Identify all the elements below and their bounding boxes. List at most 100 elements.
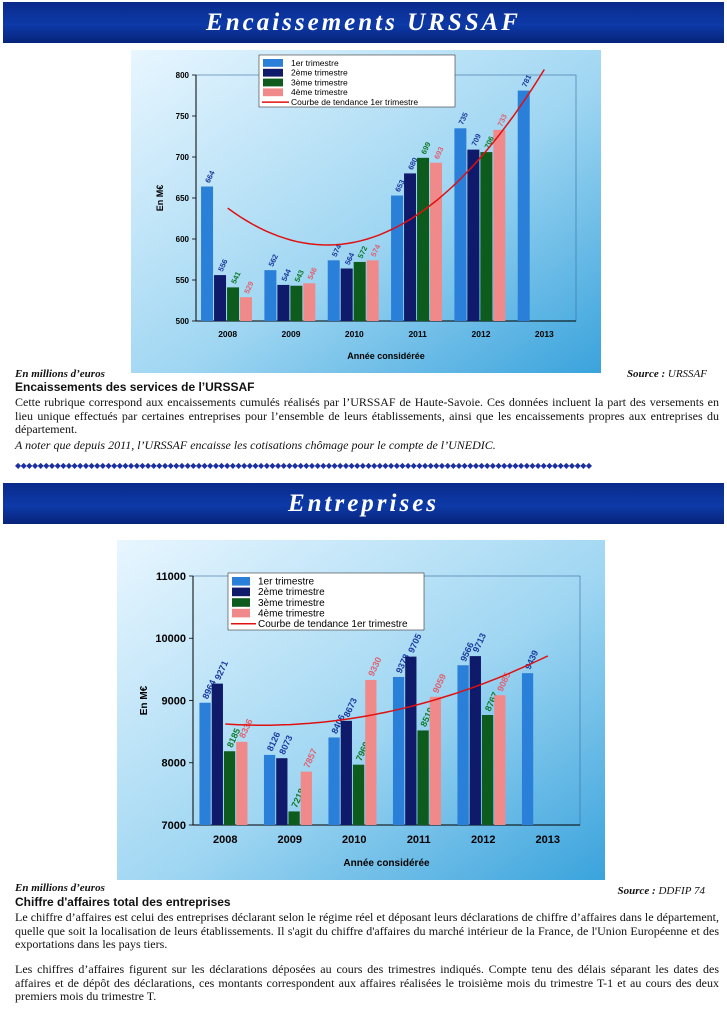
source-ca: Source : DDFIP 74 — [618, 885, 706, 897]
bar-1ertrimestre — [327, 260, 340, 321]
legend-label: 3ème trimestre — [291, 77, 348, 87]
bar-2metrimestre — [340, 720, 352, 825]
bar-2metrimestre — [276, 758, 288, 825]
legend-label: 1er trimestre — [258, 577, 315, 588]
bar-1ertrimestre — [454, 128, 467, 321]
legend-swatch — [232, 577, 250, 586]
bar-1ertrimestre — [392, 676, 405, 825]
y-tick-label: 500 — [176, 317, 190, 326]
paragraph-ca-1: Le chiffre d’affaires est celui des entr… — [15, 910, 719, 952]
bar-4metrimestre — [494, 695, 506, 825]
x-axis-label: Année considérée — [347, 351, 425, 361]
section-banner-entreprises: Entreprises — [3, 483, 724, 524]
unit-note-text: En millions d’euros — [15, 882, 105, 894]
bar-4metrimestre — [300, 771, 312, 825]
x-tick-label: 2011 — [408, 329, 427, 339]
source-label: Source : — [626, 368, 666, 380]
bar-1ertrimestre — [201, 186, 214, 321]
bar-2metrimestre — [340, 268, 353, 321]
legend-label: 3ème trimestre — [258, 598, 325, 609]
trend-line — [227, 69, 545, 246]
unit-note-urssaf: En millions d’euros — [15, 367, 719, 382]
x-tick-label: 2008 — [213, 834, 237, 846]
ca-chart: 7000 8000 9000 10000 11000 En M€ 8964 9271 8185 8… — [117, 540, 605, 880]
bar-3metrimestre — [417, 730, 429, 825]
bar-2metrimestre — [211, 683, 223, 825]
bar-1ertrimestre — [517, 90, 530, 321]
separator-diamonds: ◆◆◆◆◆◆◆◆◆◆◆◆◆◆◆◆◆◆◆◆◆◆◆◆◆◆◆◆◆◆◆◆◆◆◆◆◆◆◆◆… — [15, 461, 592, 470]
note-urssaf: A noter que depuis 2011, l’URSSAF encais… — [15, 438, 496, 452]
x-tick-label: 2009 — [282, 329, 301, 339]
bar-3metrimestre — [288, 811, 300, 825]
bar-2metrimestre — [469, 656, 481, 825]
bar-1ertrimestre — [199, 702, 211, 825]
bar-1ertrimestre — [391, 195, 404, 321]
x-tick-label: 2013 — [536, 834, 560, 846]
x-tick-label: 2009 — [278, 834, 302, 846]
heading-text: Chiffre d'affaires total des entreprises — [15, 895, 231, 909]
legend-label: 1er trimestre — [291, 58, 339, 68]
x-tick-label: 2010 — [342, 834, 366, 846]
bar-3metrimestre — [480, 152, 493, 321]
bar-2metrimestre — [404, 173, 417, 321]
source-label: Source : — [617, 885, 656, 897]
source-urssaf: Source : URSSAF — [627, 368, 707, 380]
bar-3metrimestre — [290, 285, 303, 321]
legend-box — [227, 572, 425, 631]
legend-label: 2ème trimestre — [291, 68, 348, 78]
bar-4metrimestre — [365, 679, 377, 825]
y-tick-label: 750 — [176, 112, 190, 121]
legend-label: 4ème trimestre — [291, 87, 348, 97]
y-tick-label: 7000 — [162, 820, 186, 832]
bar-1ertrimestre — [328, 737, 340, 825]
legend-swatch — [263, 68, 283, 77]
bar-4metrimestre — [303, 283, 316, 321]
x-tick-label: 2013 — [535, 329, 554, 339]
unit-note-text: En millions d’euros — [15, 368, 105, 380]
source-value: URSSAF — [667, 368, 707, 380]
x-tick-label: 2012 — [472, 329, 491, 339]
bar-4metrimestre — [240, 297, 252, 321]
x-tick-label: 2010 — [345, 329, 364, 339]
paragraph-urssaf: Cette rubrique correspond aux encaisseme… — [15, 395, 719, 437]
section-banner-urssaf: Encaissements URSSAF — [3, 2, 724, 43]
x-axis-label: Année considérée — [343, 858, 430, 869]
bar-4metrimestre — [429, 696, 441, 825]
legend-label: 4ème trimestre — [258, 608, 325, 619]
bar-3metrimestre — [227, 287, 240, 321]
x-tick-label: 2011 — [407, 834, 431, 846]
bar-4metrimestre — [493, 129, 506, 321]
legend-swatch — [263, 88, 283, 97]
heading-text: Encaissements des services de l’URSSAF — [15, 380, 255, 394]
bar-2metrimestre — [405, 656, 417, 825]
legend-label: Courbe de tendance 1er trimestre — [291, 97, 418, 107]
bar-4metrimestre — [236, 741, 248, 825]
bar-1ertrimestre — [264, 270, 277, 321]
y-tick-label: 8000 — [162, 758, 186, 770]
y-tick-label: 800 — [176, 71, 190, 80]
heading-ca: Chiffre d'affaires total des entreprises — [15, 895, 719, 910]
y-tick-label: 700 — [176, 153, 190, 162]
bar-2metrimestre — [467, 149, 480, 321]
heading-urssaf: Encaissements des services de l’URSSAF — [15, 380, 719, 395]
bar-2metrimestre — [277, 284, 290, 321]
paragraph-ca-2: Les chiffres d’affaires figurent sur les… — [15, 962, 719, 1004]
bar-3metrimestre — [417, 157, 430, 321]
bar-3metrimestre — [352, 764, 365, 825]
bar-3metrimestre — [223, 751, 236, 825]
bar-2metrimestre — [214, 275, 227, 321]
y-axis-label: En M€ — [139, 685, 150, 715]
legend-label: Courbe de tendance 1er trimestre — [258, 619, 408, 630]
bar-3metrimestre — [481, 715, 494, 825]
bar-4metrimestre — [366, 260, 379, 321]
y-tick-label: 550 — [176, 276, 190, 285]
y-tick-label: 10000 — [155, 633, 186, 645]
x-tick-label: 2012 — [471, 834, 495, 846]
bar-1ertrimestre — [263, 754, 276, 825]
y-axis-label: En M€ — [155, 185, 165, 212]
y-tick-label: 600 — [176, 235, 190, 244]
legend-swatch — [232, 598, 250, 607]
legend-box — [258, 54, 456, 108]
